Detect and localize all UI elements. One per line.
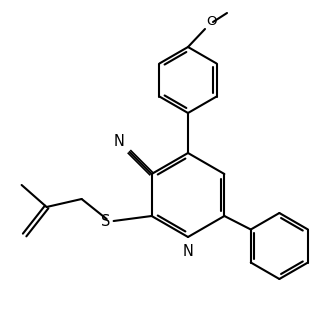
Text: N: N bbox=[183, 244, 193, 259]
Text: S: S bbox=[101, 215, 111, 230]
Text: N: N bbox=[114, 134, 124, 149]
Text: O: O bbox=[206, 15, 217, 28]
